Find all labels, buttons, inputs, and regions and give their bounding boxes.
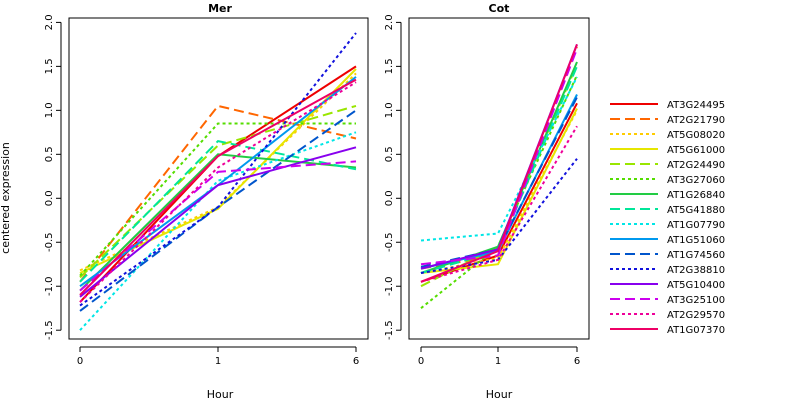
- series-line-mer-at5g10400: [79, 146, 357, 298]
- series-line-cot-at1g07790: [420, 76, 578, 242]
- y-tick-label-mer: -1.5: [44, 320, 55, 340]
- y-tick-label-cot: -1.0: [384, 276, 395, 296]
- legend-label-at5g61000: AT5G61000: [667, 145, 725, 156]
- legend-label-at1g26840: AT1G26840: [667, 190, 725, 201]
- panel-title-mer: Mer: [208, 2, 232, 15]
- series-line-mer-at2g29570: [79, 81, 357, 303]
- legend-label-at2g24490: AT2G24490: [667, 160, 725, 171]
- series-line-cot-at5g61000: [420, 108, 578, 274]
- y-tick-label-cot: -0.5: [384, 233, 395, 253]
- x-tick-label-mer: 6: [353, 356, 359, 367]
- x-tick-label-cot: 1: [495, 356, 501, 367]
- series-line-mer-at5g41880: [79, 140, 357, 283]
- plot-frame-cot: [408, 17, 590, 340]
- y-tick-label-mer: 1.5: [44, 58, 55, 74]
- plot-layer: -1.5 -1.0 -0.5 0.0 0.5 1.0 1.5 2.0 0 1 6 -1.5 -1.0 -0…: [44, 14, 590, 367]
- legend-label-at2g21790: AT2G21790: [667, 115, 725, 126]
- x-tick-label-mer: 0: [77, 356, 83, 367]
- series-line-mer-at1g07790: [79, 131, 357, 331]
- x-axis-title-mer: Hour: [207, 388, 234, 400]
- y-tick-label-mer: 1.0: [44, 102, 55, 118]
- x-tick-label-cot: 0: [418, 356, 424, 367]
- panel-title-cot: Cot: [489, 2, 510, 15]
- series-line-mer-at3g27060: [79, 122, 356, 277]
- y-tick-label-mer: 0.5: [44, 146, 55, 162]
- y-tick-label-cot: 0.5: [384, 146, 395, 162]
- series-line-mer-at2g24490: [79, 104, 357, 279]
- series-line-cot-at1g07370: [420, 44, 578, 283]
- series-line-mer-at1g26840: [79, 153, 357, 292]
- y-tick-label-cot: 2.0: [384, 14, 395, 30]
- x-axis-title-cot: Hour: [486, 388, 513, 400]
- series-line-mer-at3g25100: [79, 160, 357, 292]
- y-tick-label-cot: 1.0: [384, 102, 395, 118]
- series-line-mer-at1g07370: [79, 78, 357, 296]
- legend-label-at3g27060: AT3G27060: [667, 175, 725, 186]
- legend-label-at5g10400: AT5G10400: [667, 280, 725, 291]
- x-tick-label-cot: 6: [574, 356, 580, 367]
- plot-frame-mer: [68, 17, 369, 340]
- legend-label-at2g38810: AT2G38810: [667, 265, 725, 276]
- legend-label-at3g25100: AT3G25100: [667, 295, 725, 306]
- y-tick-label-mer: 2.0: [44, 14, 55, 30]
- legend-label-at1g51060: AT1G51060: [667, 235, 725, 246]
- series-line-mer-at2g38810: [79, 32, 357, 307]
- y-tick-label-mer: -0.5: [44, 233, 55, 253]
- y-tick-label-mer: -1.0: [44, 276, 55, 296]
- series-line-cot-at1g74560: [420, 96, 578, 268]
- y-axis-title: centered expression: [0, 142, 12, 254]
- series-line-cot-at2g29570: [420, 125, 578, 283]
- series-line-mer-at2g21790: [79, 104, 357, 283]
- legend-label-at3g24495: AT3G24495: [667, 100, 725, 111]
- x-tick-label-mer: 1: [215, 356, 221, 367]
- legend-label-at5g08020: AT5G08020: [667, 130, 725, 141]
- legend-label-at1g74560: AT1G74560: [667, 250, 725, 261]
- legend-label-at1g07790: AT1G07790: [667, 220, 725, 231]
- y-tick-label-cot: 0.0: [384, 190, 395, 206]
- series-line-cot-at3g25100: [420, 48, 578, 266]
- y-tick-label-cot: -1.5: [384, 320, 395, 340]
- y-tick-label-cot: 1.5: [384, 58, 395, 74]
- legend: AT3G24495 AT2G21790 AT5G08020 AT5G61000 AT2G…: [610, 100, 725, 336]
- legend-label-at2g29570: AT2G29570: [667, 310, 725, 321]
- y-tick-label-mer: 0.0: [44, 190, 55, 206]
- legend-label-at5g41880: AT5G41880: [667, 205, 725, 216]
- legend-label-at1g07370: AT1G07370: [667, 325, 725, 336]
- series-line-cot-at2g21790: [420, 46, 578, 270]
